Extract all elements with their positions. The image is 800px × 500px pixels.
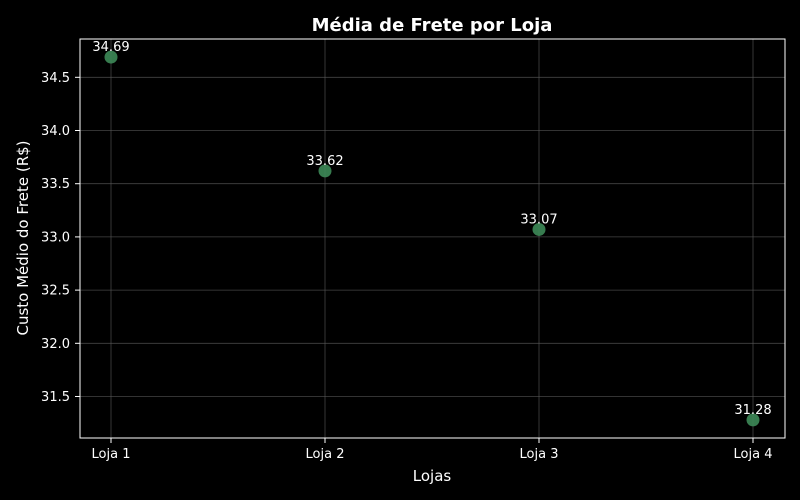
data-point: [532, 222, 546, 236]
data-label: 34.69: [92, 40, 129, 55]
plot-frame: [79, 38, 786, 439]
chart-title: Média de Frete por Loja: [312, 15, 553, 36]
data-label: 33.62: [306, 154, 343, 169]
ticks: Loja 1 Loja 2 Loja 3 Loja 4 31.5 32.0 32.5 33.0…: [41, 71, 772, 462]
y-tick-label: 33.0: [41, 230, 70, 245]
data-point: [746, 413, 760, 427]
x-axis-label: Lojas: [413, 467, 452, 485]
axes: [79, 38, 786, 439]
grid-lines: [80, 39, 785, 438]
y-tick-label: 34.5: [41, 71, 70, 86]
x-tick-label: Loja 4: [734, 447, 773, 462]
y-tick-label: 32.5: [41, 284, 70, 299]
y-tick-label: 34.0: [41, 124, 70, 139]
y-axis-label: Custo Médio do Frete (R$): [14, 140, 32, 335]
y-tick-label: 32.0: [41, 337, 70, 352]
x-tick-label: Loja 1: [92, 447, 131, 462]
data-label: 31.28: [734, 403, 771, 418]
y-tick-label: 33.5: [41, 177, 70, 192]
data-points: [104, 50, 760, 427]
x-tick-label: Loja 3: [520, 447, 559, 462]
y-tick-label: 31.5: [41, 390, 70, 405]
data-point: [104, 50, 118, 64]
x-tick-label: Loja 2: [306, 447, 345, 462]
data-label: 33.07: [520, 212, 557, 227]
data-point: [318, 164, 332, 178]
data-labels: 34.69 33.62 33.07 31.28: [92, 40, 771, 418]
